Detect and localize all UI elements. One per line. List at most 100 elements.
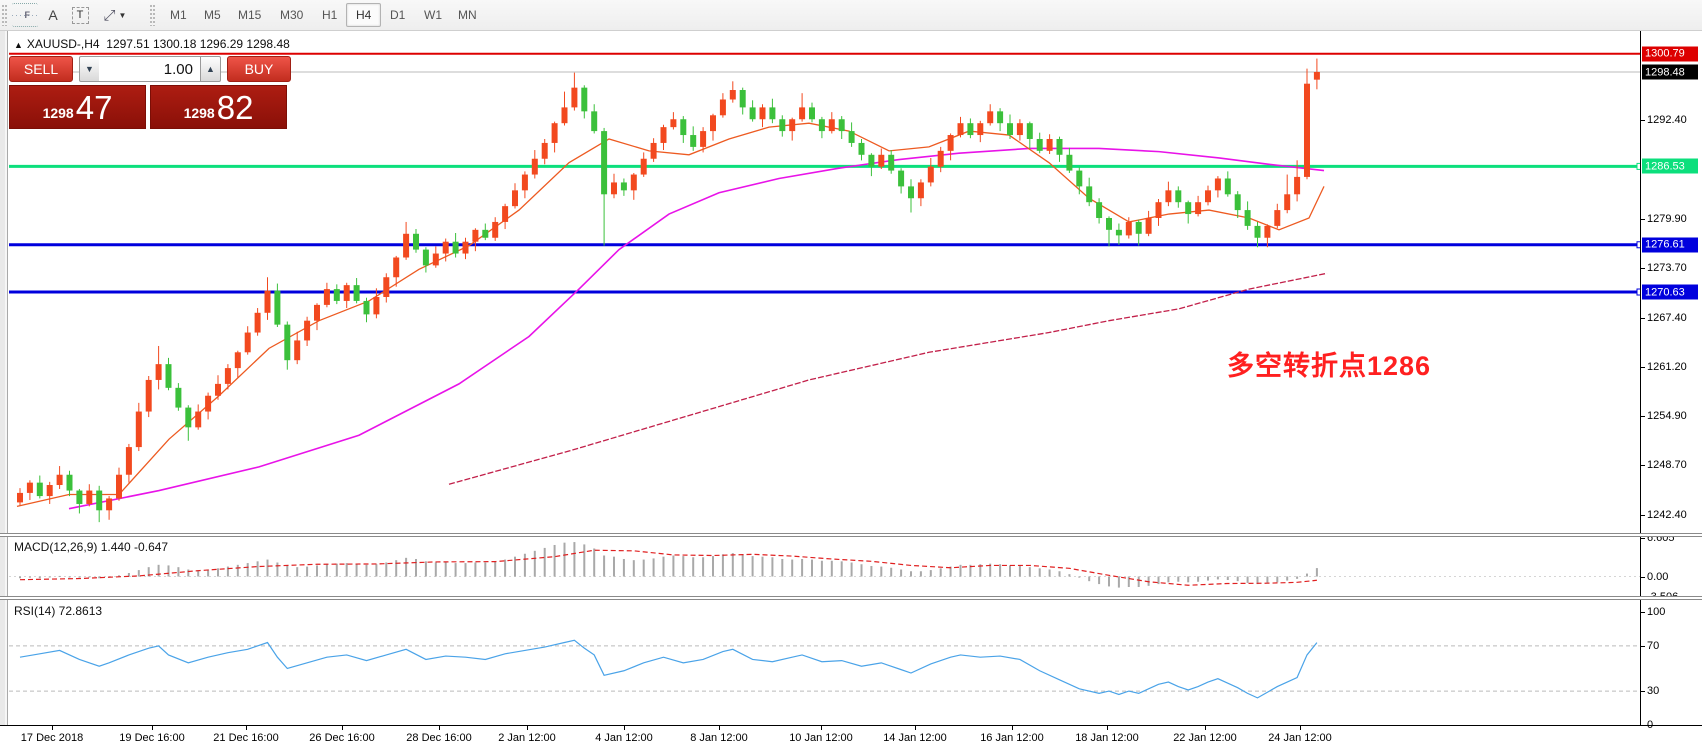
candle-body: [1046, 138, 1053, 151]
macd-plot[interactable]: [9, 537, 1649, 596]
candle-up: [541, 138, 548, 165]
panel-separator[interactable]: [0, 533, 1702, 537]
macd-histogram-bar: [118, 575, 120, 577]
timeframe-button-m15[interactable]: M15: [238, 8, 262, 22]
candle-up: [1195, 195, 1202, 217]
macd-histogram-bar: [593, 548, 596, 577]
candle-body: [66, 474, 73, 491]
candle-up: [789, 117, 796, 141]
time-axis[interactable]: 17 Dec 2018 19 Dec 16:00 21 Dec 16:00 26 De…: [0, 725, 1702, 753]
macd-histogram-bar: [850, 562, 853, 577]
macd-histogram-bar: [880, 566, 883, 577]
panel-separator[interactable]: [0, 596, 1702, 600]
volume-increase-button[interactable]: ▲: [200, 56, 221, 82]
timeframe-button-w1[interactable]: W1: [424, 8, 442, 22]
macd-histogram-bar: [147, 567, 150, 577]
candle-body: [769, 107, 776, 120]
price-axis[interactable]: 1292.40 1279.90 1273.70 1267.40 1261.20 1254.…: [1640, 31, 1702, 731]
toolbar-grip[interactable]: [150, 5, 155, 26]
candle-body: [343, 285, 350, 301]
candlestick-plot[interactable]: [9, 33, 1649, 533]
candle-down: [1007, 114, 1013, 139]
fibonacci-tool-icon[interactable]: F: [12, 3, 38, 27]
time-axis-tick: [1012, 726, 1013, 730]
candle-down: [482, 223, 489, 241]
timeframe-button-m5[interactable]: M5: [204, 8, 221, 22]
timeframe-button-d1[interactable]: D1: [390, 8, 406, 22]
candle-up: [1145, 210, 1152, 237]
candle-body: [294, 340, 301, 361]
macd-histogram-bar: [1197, 576, 1200, 582]
macd-histogram-bar: [246, 563, 249, 577]
macd-histogram-bar: [355, 563, 358, 577]
candle-down: [274, 283, 281, 328]
time-axis-tick: [342, 726, 343, 730]
macd-histogram-bar: [672, 555, 675, 577]
candle-body: [729, 90, 736, 100]
candle-body: [611, 182, 617, 195]
volume-decrease-button[interactable]: ▼: [79, 56, 100, 82]
axis-tick: [1641, 267, 1645, 269]
candle-up: [650, 138, 657, 162]
candle-body: [432, 253, 439, 266]
candle-up: [343, 282, 350, 309]
time-axis-label: 21 Dec 16:00: [213, 732, 279, 744]
macd-histogram-bar: [870, 565, 873, 577]
shapes-arrows-tool-icon[interactable]: ⤢ ▼: [96, 3, 134, 27]
candle-down: [452, 233, 459, 258]
time-axis-tick: [527, 726, 528, 730]
candle-up: [86, 484, 93, 507]
macd-histogram-bar: [454, 563, 457, 577]
macd-histogram-bar: [157, 564, 160, 577]
sell-price-prefix: 1298: [42, 105, 74, 121]
candle-body: [1224, 178, 1231, 195]
rsi-plot[interactable]: [9, 600, 1649, 725]
time-axis-label: 17 Dec 2018: [20, 732, 84, 744]
candle-body: [650, 142, 657, 159]
timeframe-button-m30[interactable]: M30: [280, 8, 304, 22]
candle-body: [1244, 210, 1251, 226]
timeframe-button-h4[interactable]: H4: [346, 3, 382, 27]
candle-up: [462, 237, 469, 260]
candle-up: [264, 277, 271, 320]
candle-up: [205, 392, 212, 420]
macd-histogram-bar: [890, 567, 893, 577]
candle-body: [1086, 186, 1093, 203]
candle-up: [234, 350, 241, 378]
candle-up: [611, 173, 617, 199]
candle-down: [620, 178, 627, 196]
candle-body: [1106, 217, 1112, 230]
buy-button[interactable]: BUY: [227, 56, 291, 82]
chart-window: ▲ XAUUSD-,H4 1297.51 1300.18 1296.29 1298…: [0, 31, 1702, 753]
candle-body: [828, 119, 835, 132]
timeframe-button-m1[interactable]: M1: [170, 8, 187, 22]
candle-body: [977, 123, 984, 136]
candle-body: [997, 111, 1004, 124]
text-label-tool-icon[interactable]: T: [68, 3, 92, 27]
chart-annotation-text[interactable]: 多空转折点1286: [1227, 351, 1432, 381]
volume-input[interactable]: [99, 56, 201, 82]
axis-tick: [1641, 725, 1645, 726]
timeframe-button-h1[interactable]: H1: [322, 8, 338, 22]
candle-up: [106, 496, 113, 520]
candle-body: [809, 107, 815, 120]
time-axis-label: 2 Jan 12:00: [498, 732, 556, 744]
candle-down: [185, 405, 192, 441]
time-axis-label: 10 Jan 12:00: [789, 732, 853, 744]
toolbar-grip[interactable]: [2, 5, 7, 26]
sell-button[interactable]: SELL: [9, 56, 73, 82]
buy-price-display[interactable]: 1298 82: [150, 85, 287, 129]
macd-histogram-bar: [1306, 573, 1308, 577]
candle-body: [927, 166, 934, 183]
candle-body: [908, 186, 914, 199]
candle-down: [1036, 132, 1043, 154]
macd-histogram-bar: [939, 568, 942, 577]
candle-up: [917, 179, 924, 207]
timeframe-button-mn[interactable]: MN: [458, 8, 477, 22]
macd-histogram-bar: [919, 571, 922, 577]
sell-price-display[interactable]: 1298 47: [9, 85, 146, 129]
candle-body: [620, 182, 627, 191]
candle-up: [729, 81, 736, 103]
candle-body: [224, 368, 231, 384]
text-tool-icon[interactable]: A: [48, 7, 58, 23]
